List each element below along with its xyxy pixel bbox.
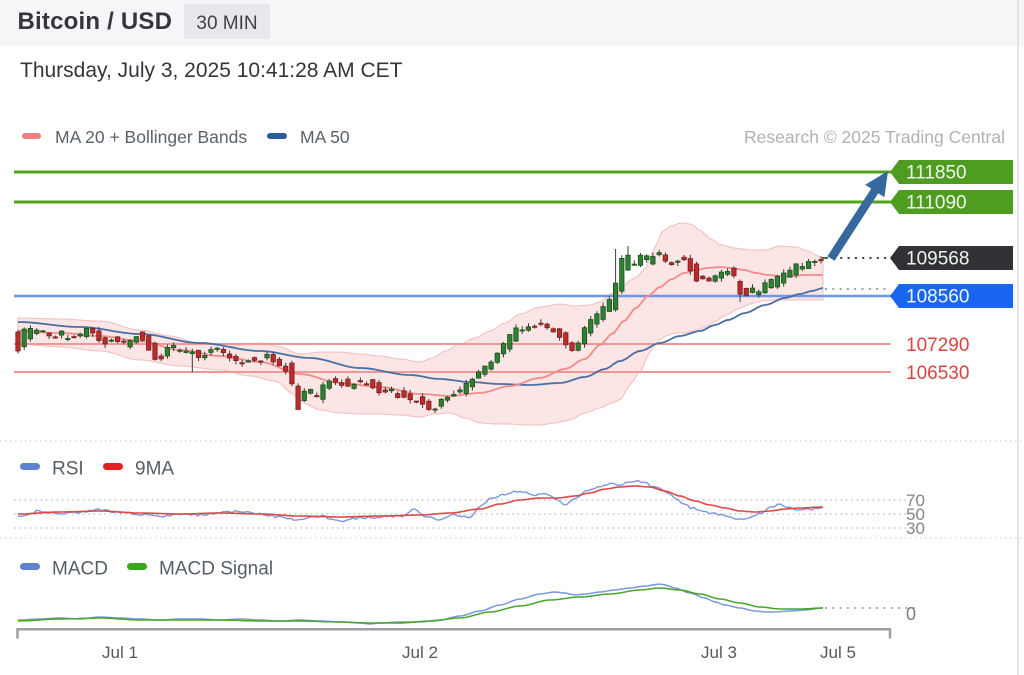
svg-text:Jul 2: Jul 2 bbox=[402, 643, 438, 662]
svg-text:111850: 111850 bbox=[906, 163, 967, 184]
svg-text:MA 50: MA 50 bbox=[300, 127, 350, 147]
svg-text:0: 0 bbox=[906, 604, 916, 624]
svg-text:70: 70 bbox=[906, 491, 925, 510]
svg-text:Jul 1: Jul 1 bbox=[102, 643, 138, 662]
svg-text:MACD Signal: MACD Signal bbox=[159, 559, 273, 580]
svg-text:50: 50 bbox=[906, 505, 925, 524]
svg-text:Thursday, July 3, 2025 10:41:2: Thursday, July 3, 2025 10:41:28 AM CET bbox=[20, 59, 403, 82]
svg-text:30 MIN: 30 MIN bbox=[196, 13, 257, 34]
svg-text:106530: 106530 bbox=[906, 363, 969, 384]
svg-text:107290: 107290 bbox=[906, 335, 969, 356]
svg-text:111090: 111090 bbox=[906, 193, 967, 214]
svg-text:Bitcoin / USD: Bitcoin / USD bbox=[18, 8, 173, 35]
svg-text:Research © 2025 Trading Centra: Research © 2025 Trading Central bbox=[744, 127, 1005, 147]
svg-text:108560: 108560 bbox=[906, 287, 969, 308]
svg-text:109568: 109568 bbox=[906, 249, 969, 270]
svg-text:RSI: RSI bbox=[52, 459, 84, 480]
svg-text:30: 30 bbox=[906, 519, 925, 538]
svg-text:MA 20 + Bollinger Bands: MA 20 + Bollinger Bands bbox=[55, 127, 247, 147]
svg-text:MACD: MACD bbox=[52, 559, 108, 580]
svg-text:Jul 3: Jul 3 bbox=[701, 643, 737, 662]
svg-text:Jul 5: Jul 5 bbox=[820, 643, 856, 662]
svg-text:9MA: 9MA bbox=[135, 459, 174, 480]
